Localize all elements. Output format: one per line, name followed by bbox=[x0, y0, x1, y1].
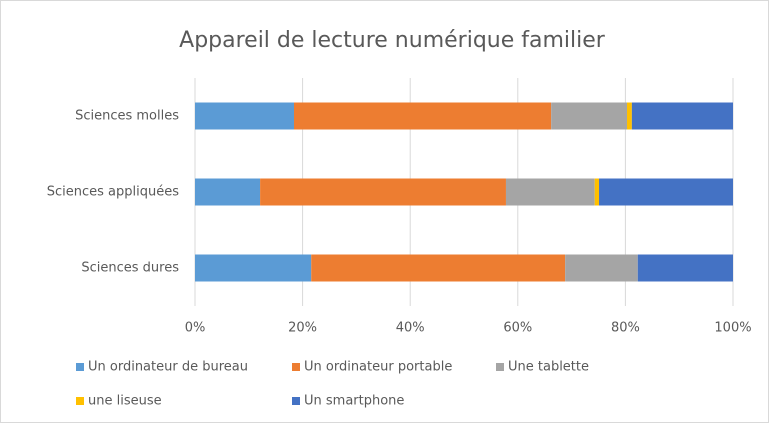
legend-label: Un smartphone bbox=[304, 394, 404, 409]
bar-segment bbox=[260, 178, 506, 206]
bar-segment bbox=[565, 254, 638, 282]
bar-segment bbox=[505, 178, 595, 206]
chart-title: Appareil de lecture numérique familier bbox=[179, 28, 606, 53]
bar-segment bbox=[195, 254, 312, 282]
bar-segment bbox=[195, 178, 261, 206]
x-tick-label: 100% bbox=[714, 321, 751, 336]
legend-label: Une tablette bbox=[508, 360, 589, 375]
x-tick-label: 40% bbox=[396, 321, 425, 336]
x-tick-label: 0% bbox=[185, 321, 206, 336]
x-tick-label: 20% bbox=[288, 321, 317, 336]
legend-label: Un ordinateur de bureau bbox=[88, 360, 248, 375]
y-tick-label: Sciences dures bbox=[81, 261, 179, 276]
bar-segment bbox=[551, 102, 628, 130]
legend-swatch bbox=[76, 363, 84, 371]
bar-segment bbox=[311, 254, 566, 282]
bar-segment bbox=[631, 102, 733, 130]
x-tick-label: 60% bbox=[503, 321, 532, 336]
bar-segment bbox=[195, 102, 294, 130]
legend-swatch bbox=[292, 363, 300, 371]
y-tick-label: Sciences appliquées bbox=[47, 185, 179, 200]
legend-label: Un ordinateur portable bbox=[304, 360, 452, 375]
legend-label: une liseuse bbox=[88, 394, 162, 409]
y-tick-label: Sciences molles bbox=[75, 109, 179, 124]
bar-segment bbox=[594, 178, 600, 206]
bar-segment bbox=[599, 178, 733, 206]
bar-segment bbox=[637, 254, 733, 282]
bar-segment bbox=[627, 102, 632, 130]
legend-swatch bbox=[76, 397, 84, 405]
x-tick-label: 80% bbox=[611, 321, 640, 336]
bar-segment bbox=[293, 102, 552, 130]
legend-swatch bbox=[496, 363, 504, 371]
legend-swatch bbox=[292, 397, 300, 405]
